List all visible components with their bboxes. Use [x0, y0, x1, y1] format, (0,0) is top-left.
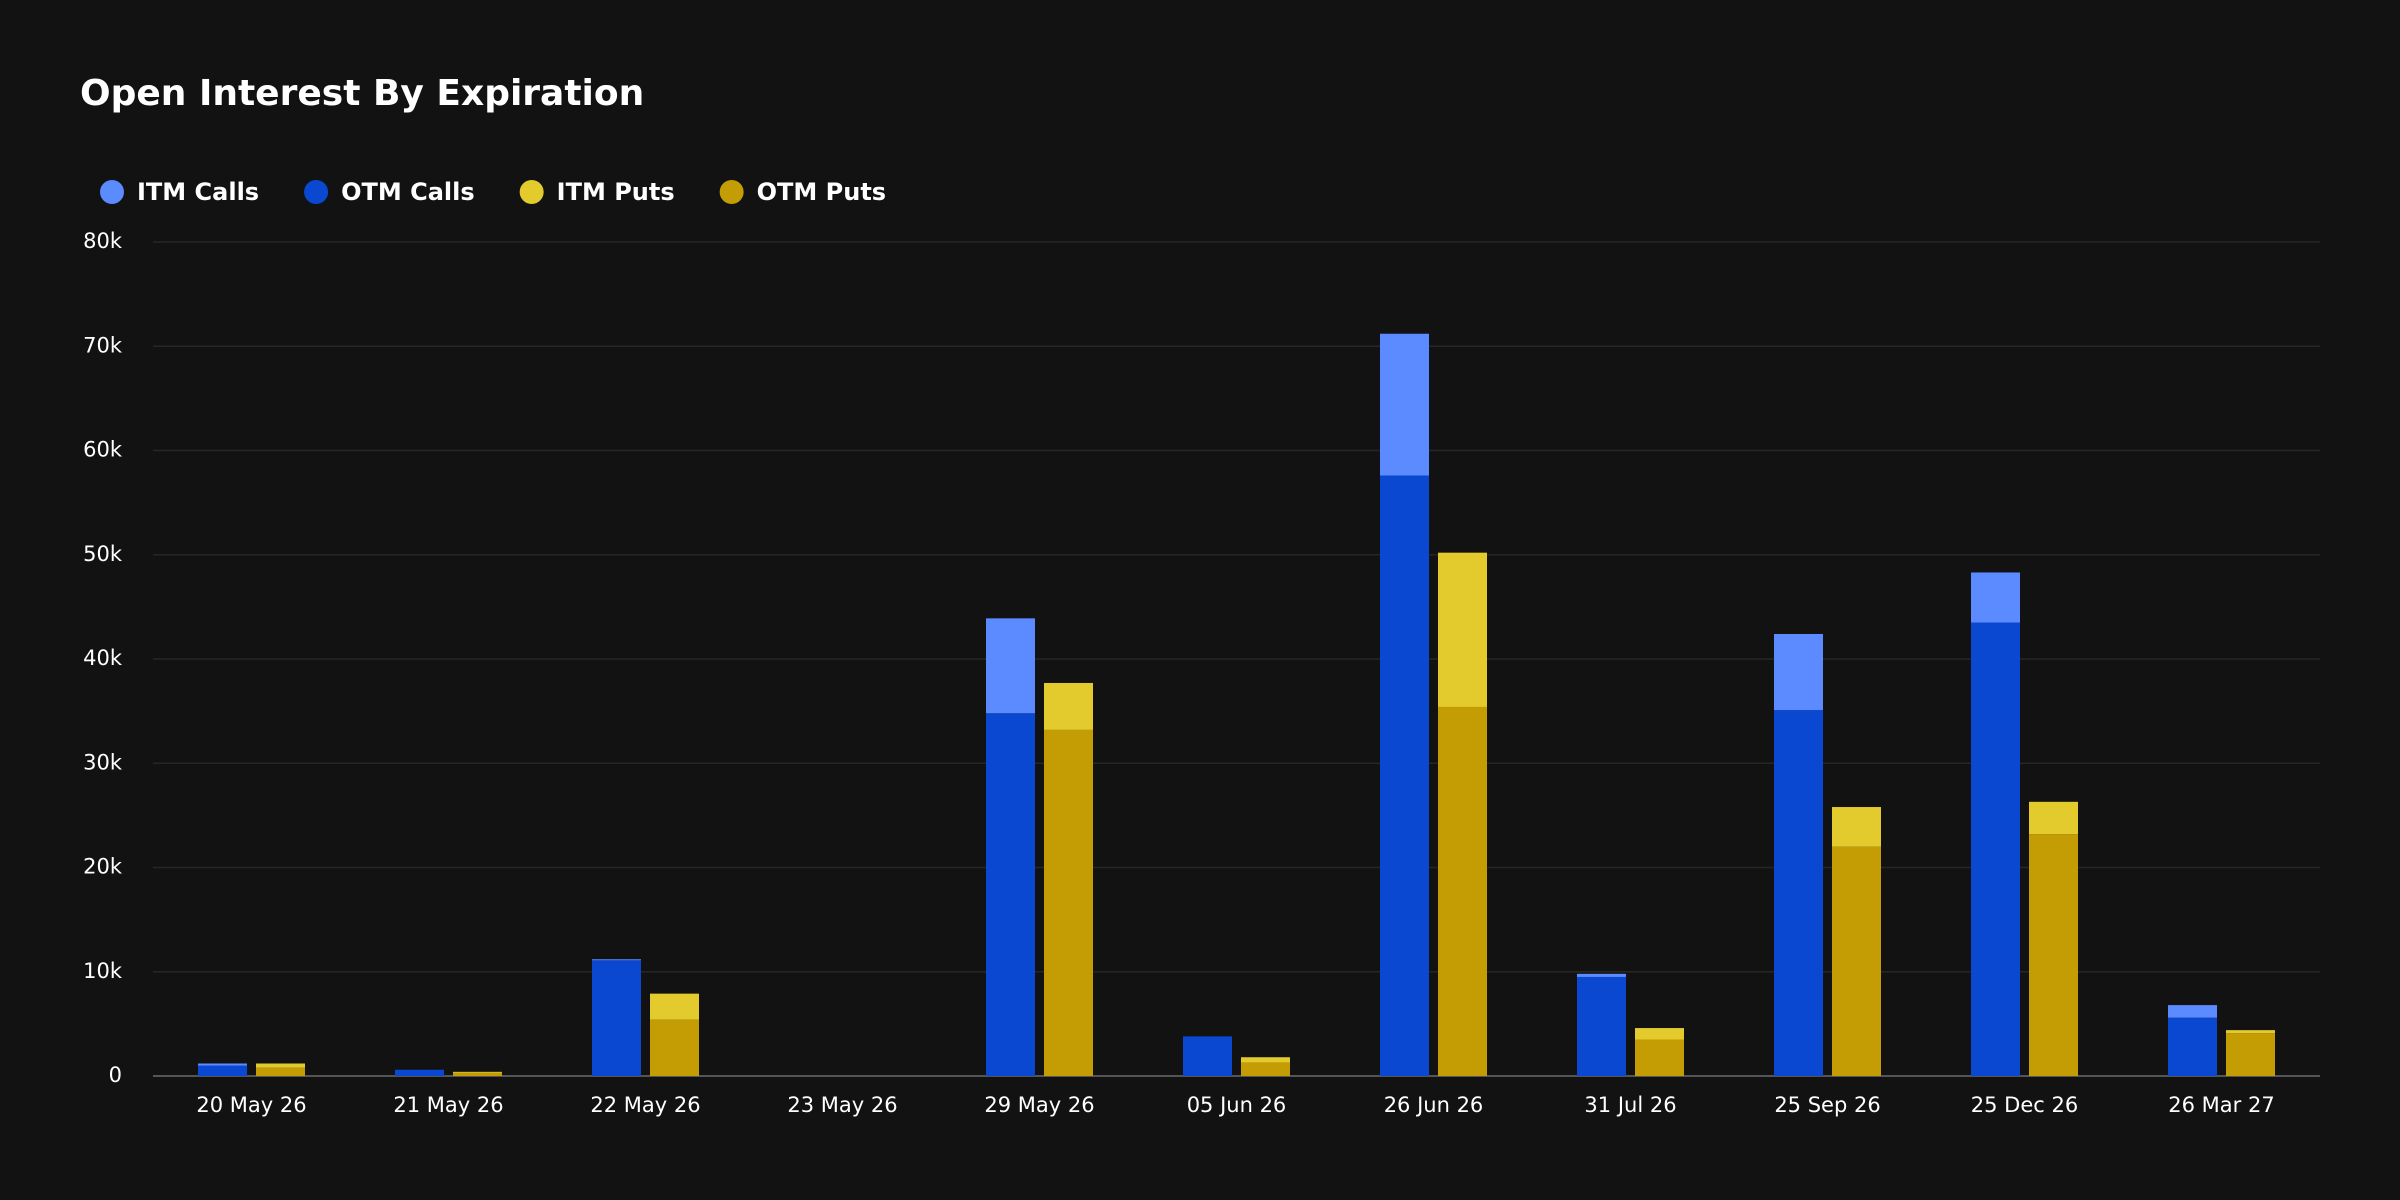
bar-segment [2029, 801, 2078, 835]
bar-segment [198, 1065, 247, 1076]
bar-segment [2168, 1017, 2217, 1076]
legend-swatch [304, 180, 329, 204]
bar-segment [256, 1063, 305, 1068]
bar-segment [1774, 633, 1823, 711]
bar-segment [1241, 1057, 1290, 1063]
x-tick-label: 29 May 26 [984, 1093, 1094, 1117]
y-tick-label: 10k [83, 959, 123, 983]
bar-segment [198, 1063, 247, 1066]
bar-segment [592, 959, 641, 961]
bar-segment [256, 1067, 305, 1076]
legend-swatch [100, 180, 124, 204]
legend-label: OTM Calls [341, 178, 475, 206]
bar-segment [1380, 333, 1429, 476]
y-tick-label: 60k [83, 438, 123, 462]
bar-segment [1832, 846, 1881, 1076]
bar-segment [1183, 1036, 1232, 1076]
x-tick-label: 26 Mar 27 [2168, 1093, 2274, 1117]
chart-title: Open Interest By Expiration [80, 73, 644, 114]
bar-segment [1971, 572, 2020, 623]
bar-segment [1635, 1028, 1684, 1040]
y-tick-label: 80k [83, 229, 123, 253]
x-tick-label: 31 Jul 26 [1584, 1093, 1676, 1117]
bar-segment [1438, 552, 1487, 707]
bar-segment [1577, 976, 1626, 1076]
bar-segment [395, 1069, 444, 1076]
bar-segment [453, 1072, 502, 1076]
legend-label: ITM Puts [557, 178, 675, 206]
bar-segment [2226, 1033, 2275, 1076]
bar-segment [2168, 1005, 2217, 1018]
bar-segment [1635, 1039, 1684, 1076]
x-tick-label: 25 Sep 26 [1774, 1093, 1880, 1117]
x-tick-label: 26 Jun 26 [1384, 1093, 1484, 1117]
bar-segment [986, 713, 1035, 1076]
bar-segment [1971, 622, 2020, 1076]
bar-segment [1241, 1062, 1290, 1076]
bar-segment [650, 1019, 699, 1076]
bar-segment [592, 960, 641, 1076]
x-tick-label: 23 May 26 [787, 1093, 897, 1117]
y-tick-label: 0 [109, 1063, 122, 1087]
bar-segment [1832, 807, 1881, 847]
bar-segment [1774, 710, 1823, 1076]
bar-segment [1044, 682, 1093, 730]
x-tick-label: 22 May 26 [590, 1093, 700, 1117]
bar-segment [2029, 834, 2078, 1076]
legend-swatch [719, 180, 744, 204]
bar-segment [2226, 1030, 2275, 1034]
y-tick-label: 40k [83, 646, 123, 670]
bar-segment [986, 618, 1035, 714]
y-tick-label: 30k [83, 750, 123, 774]
bar-segment [1044, 729, 1093, 1076]
x-tick-label: 20 May 26 [196, 1093, 306, 1117]
bar-segment [1380, 475, 1429, 1076]
y-tick-label: 70k [83, 333, 123, 357]
y-tick-label: 20k [83, 855, 123, 879]
bar-segment [453, 1071, 502, 1073]
legend-swatch [519, 180, 544, 204]
x-tick-label: 21 May 26 [393, 1093, 503, 1117]
bar-segment [1577, 973, 1626, 977]
x-tick-label: 05 Jun 26 [1187, 1093, 1287, 1117]
bar-segment [650, 993, 699, 1020]
legend-label: ITM Calls [137, 178, 259, 206]
legend-label: OTM Puts [757, 178, 886, 206]
bar-segment [1438, 706, 1487, 1076]
x-tick-label: 25 Dec 26 [1971, 1093, 2078, 1117]
y-tick-label: 50k [83, 542, 123, 566]
